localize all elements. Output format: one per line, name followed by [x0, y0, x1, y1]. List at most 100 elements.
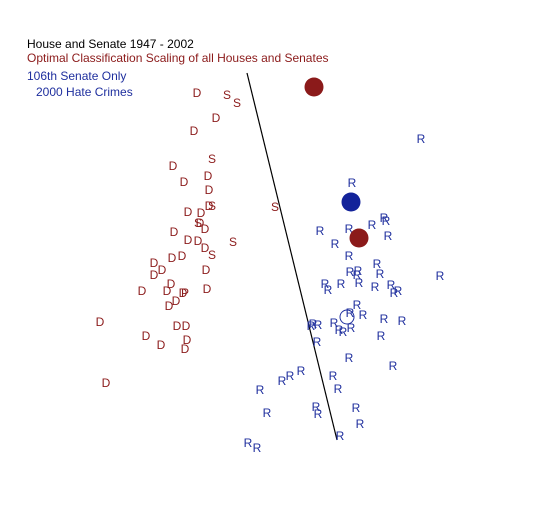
point-p: P	[181, 286, 189, 300]
point-d: D	[205, 183, 214, 197]
point-d: D	[196, 216, 205, 230]
point-r: R	[353, 298, 362, 312]
point-d: D	[150, 268, 159, 282]
point-d: D	[201, 222, 210, 236]
point-r: R	[314, 407, 323, 421]
point-r: R	[297, 364, 306, 378]
highlight-layer	[304, 77, 369, 248]
point-d: D	[197, 206, 206, 220]
point-d: D	[203, 282, 212, 296]
point-d: D	[167, 277, 176, 291]
highlighted-legislator-dot	[341, 192, 361, 212]
point-r: R	[321, 277, 330, 291]
point-r: R	[373, 257, 382, 271]
point-r: R	[354, 264, 363, 278]
chart-context-label: 106th Senate Only	[27, 69, 127, 83]
point-d: D	[158, 263, 167, 277]
point-r: R	[346, 306, 355, 320]
point-r: R	[339, 325, 348, 339]
point-d: D	[212, 111, 221, 125]
point-r: R	[324, 283, 333, 297]
point-d: D	[157, 338, 166, 352]
point-d: D	[165, 299, 174, 313]
point-r: R	[345, 351, 354, 365]
point-r: R	[380, 211, 389, 225]
point-r: R	[312, 400, 321, 414]
point-d: D	[102, 376, 111, 390]
point-r: R	[335, 323, 344, 337]
point-r: R	[377, 329, 386, 343]
point-d: D	[169, 159, 178, 173]
point-r: R	[346, 265, 355, 279]
point-d: D	[201, 241, 210, 255]
chart-vote-label: 2000 Hate Crimes	[36, 85, 133, 99]
point-r: R	[394, 284, 403, 298]
point-d: D	[172, 294, 181, 308]
point-r: R	[368, 218, 377, 232]
point-d: D	[138, 284, 147, 298]
point-r: R	[417, 132, 426, 146]
point-r: R	[382, 214, 391, 228]
point-d: D	[173, 319, 182, 333]
point-r: R	[244, 436, 253, 450]
point-r: R	[436, 269, 445, 283]
point-r: R	[387, 278, 396, 292]
point-r: R	[314, 318, 323, 332]
point-d: D	[163, 284, 172, 298]
point-d: D	[170, 225, 179, 239]
point-r: R	[278, 374, 287, 388]
point-s: S	[208, 248, 216, 262]
point-s: S	[208, 152, 216, 166]
point-r: R	[347, 321, 356, 335]
highlighted-legislator-dot	[304, 77, 324, 97]
point-r: R	[309, 317, 318, 331]
chart-title: House and Senate 1947 - 2002	[27, 37, 194, 51]
point-r: R	[316, 224, 325, 238]
point-d: D	[202, 263, 211, 277]
point-r: R	[355, 276, 364, 290]
point-r: R	[334, 382, 343, 396]
point-r: R	[389, 359, 398, 373]
point-r: R	[390, 286, 399, 300]
circled-point-marker	[339, 309, 355, 325]
point-s: S	[233, 96, 241, 110]
point-d: D	[181, 342, 190, 356]
point-r: R	[345, 222, 354, 236]
point-r: R	[380, 312, 389, 326]
point-r: R	[371, 280, 380, 294]
point-r: R	[263, 406, 272, 420]
point-r: R	[337, 277, 346, 291]
point-r: R	[256, 383, 265, 397]
point-d: D	[179, 286, 188, 300]
point-r: R	[398, 314, 407, 328]
point-d: D	[194, 234, 203, 248]
point-r: R	[356, 417, 365, 431]
point-r: R	[313, 335, 322, 349]
point-r: R	[345, 249, 354, 263]
point-r: R	[329, 369, 338, 383]
point-d: D	[184, 205, 193, 219]
point-s: S	[271, 200, 279, 214]
point-s: S	[229, 235, 237, 249]
point-d: D	[142, 329, 151, 343]
point-r: R	[384, 229, 393, 243]
point-r: R	[352, 401, 361, 415]
point-r: R	[286, 369, 295, 383]
point-d: D	[204, 169, 213, 183]
point-r: R	[353, 268, 362, 282]
point-d: D	[193, 86, 202, 100]
point-d: D	[168, 251, 177, 265]
point-r: R	[348, 176, 357, 190]
point-d: D	[178, 249, 187, 263]
point-d: D	[96, 315, 105, 329]
point-r: R	[376, 267, 385, 281]
point-r: R	[307, 319, 316, 333]
cutting-line	[246, 72, 338, 441]
point-d: D	[184, 233, 193, 247]
point-s: S	[194, 216, 202, 230]
chart-subtitle: Optimal Classification Scaling of all Ho…	[27, 51, 329, 65]
point-d: D	[190, 124, 199, 138]
point-r: R	[331, 237, 340, 251]
point-r: R	[330, 316, 339, 330]
